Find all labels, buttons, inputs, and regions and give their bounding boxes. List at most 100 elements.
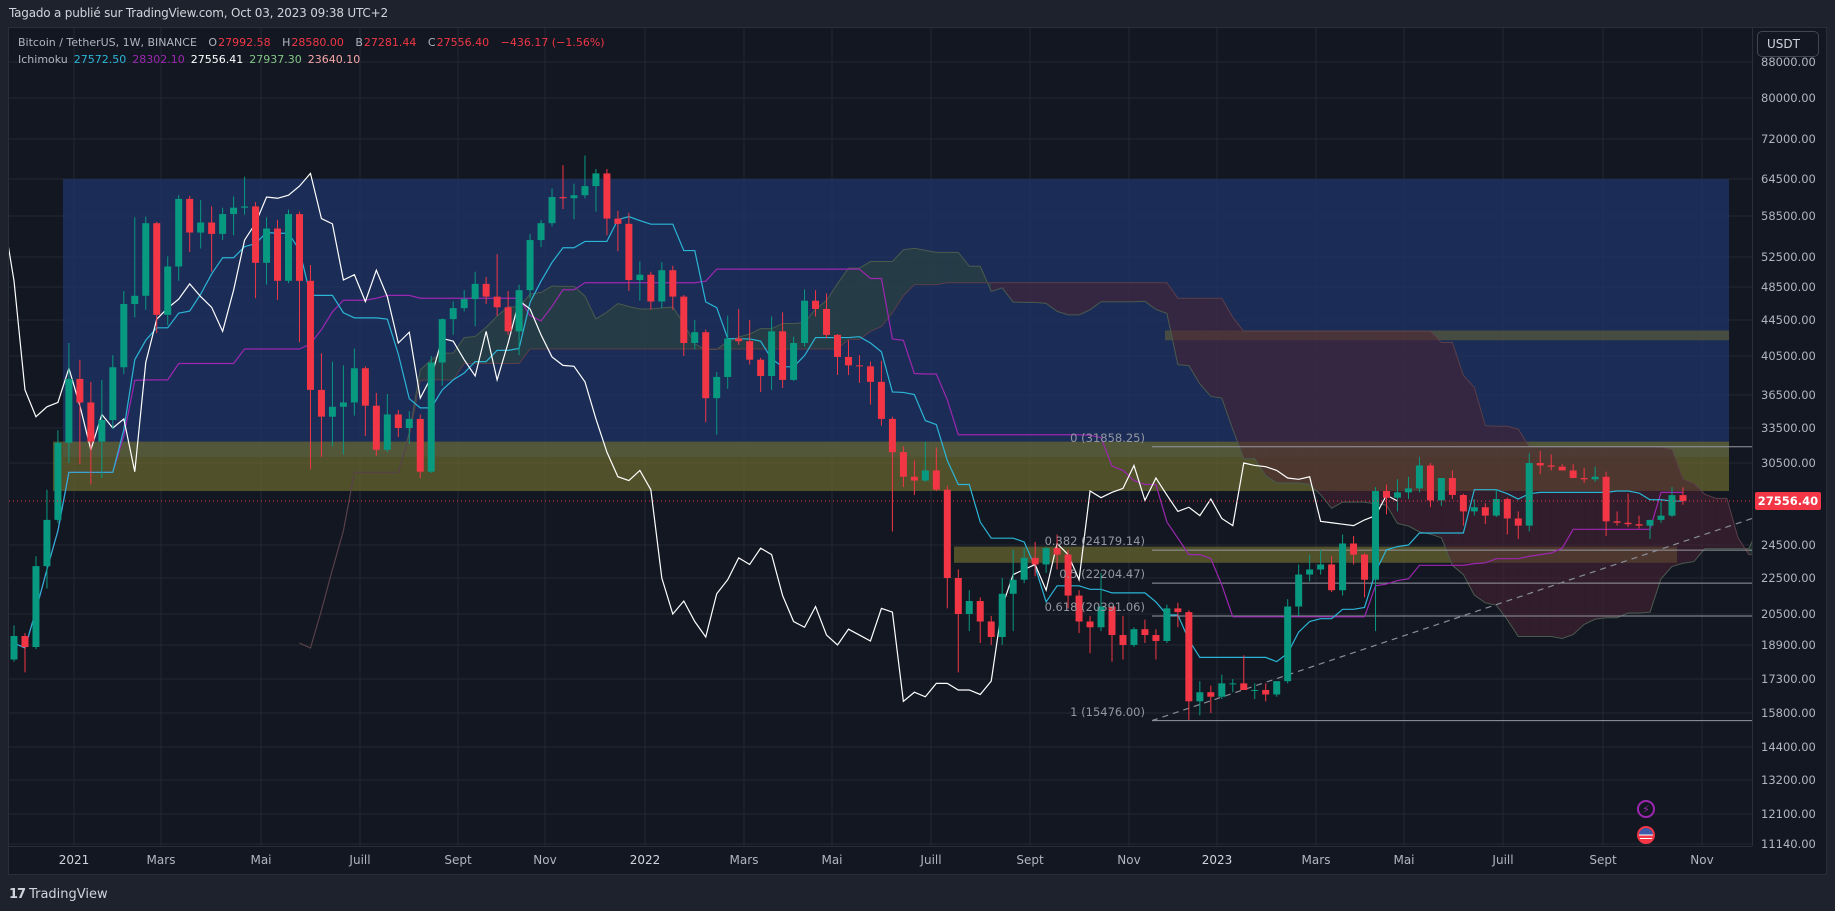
candle-body[interactable]: [416, 418, 424, 472]
candle-body[interactable]: [1328, 564, 1336, 591]
candle-body[interactable]: [153, 223, 161, 315]
candle-body[interactable]: [1185, 612, 1193, 702]
candle-body[interactable]: [1361, 554, 1369, 580]
candle-body[interactable]: [1426, 465, 1434, 501]
candle-body[interactable]: [1086, 621, 1094, 628]
candle-body[interactable]: [32, 566, 40, 648]
candle-body[interactable]: [186, 198, 194, 233]
symbol-name[interactable]: Bitcoin / TetherUS, 1W, BINANCE: [18, 36, 197, 49]
candle-body[interactable]: [1459, 495, 1467, 512]
candle-body[interactable]: [1284, 606, 1292, 682]
candle-body[interactable]: [1646, 519, 1654, 526]
candle-body[interactable]: [812, 300, 820, 309]
candle-body[interactable]: [361, 368, 369, 406]
candle-body[interactable]: [142, 223, 150, 296]
price-chart[interactable]: [9, 28, 1752, 846]
candle-body[interactable]: [427, 362, 435, 472]
candle-body[interactable]: [680, 296, 688, 344]
candle-body[interactable]: [21, 636, 29, 648]
candle-body[interactable]: [1097, 606, 1105, 628]
candle-body[interactable]: [252, 206, 260, 263]
candle-body[interactable]: [1536, 463, 1544, 466]
candle-body[interactable]: [1613, 521, 1621, 523]
candle-body[interactable]: [1042, 548, 1050, 565]
candle-body[interactable]: [954, 578, 962, 614]
candle-body[interactable]: [691, 332, 699, 344]
candle-body[interactable]: [405, 418, 413, 428]
candle-body[interactable]: [1591, 476, 1599, 480]
candle-body[interactable]: [625, 223, 633, 281]
candle-body[interactable]: [757, 359, 765, 376]
candle-body[interactable]: [669, 270, 677, 297]
candle-body[interactable]: [1602, 476, 1610, 522]
candle-body[interactable]: [1339, 543, 1347, 591]
indicator-name[interactable]: Ichimoku: [18, 53, 68, 66]
lightning-event-icon[interactable]: ⚡: [1637, 800, 1655, 818]
candle-body[interactable]: [1141, 629, 1149, 636]
candle-body[interactable]: [1492, 499, 1500, 516]
candle-body[interactable]: [339, 402, 347, 407]
candle-body[interactable]: [1317, 564, 1325, 570]
candle-body[interactable]: [537, 223, 545, 241]
candle-body[interactable]: [438, 319, 446, 363]
candle-body[interactable]: [10, 636, 18, 660]
candle-body[interactable]: [1064, 554, 1072, 596]
candle-body[interactable]: [559, 197, 567, 199]
currency-button[interactable]: USDT: [1757, 31, 1819, 57]
candle-body[interactable]: [1547, 465, 1555, 467]
candle-body[interactable]: [1262, 689, 1270, 695]
candle-body[interactable]: [1119, 635, 1127, 645]
candle-body[interactable]: [1558, 466, 1566, 471]
candle-body[interactable]: [1130, 629, 1138, 645]
candle-body[interactable]: [1196, 692, 1204, 702]
candle-body[interactable]: [1580, 478, 1588, 480]
candle-body[interactable]: [1514, 518, 1522, 526]
candle-body[interactable]: [998, 593, 1006, 638]
candle-body[interactable]: [482, 283, 490, 297]
candle-body[interactable]: [1481, 507, 1489, 516]
candle-body[interactable]: [383, 414, 391, 450]
candle-body[interactable]: [515, 290, 523, 332]
candle-body[interactable]: [647, 274, 655, 302]
candle-body[interactable]: [570, 195, 578, 199]
candle-body[interactable]: [43, 519, 51, 567]
candle-body[interactable]: [317, 389, 325, 417]
candle-body[interactable]: [1031, 557, 1039, 565]
candle-body[interactable]: [1448, 478, 1456, 496]
candle-body[interactable]: [1393, 492, 1401, 498]
candle-body[interactable]: [1240, 683, 1248, 690]
candle-body[interactable]: [230, 207, 238, 215]
candle-body[interactable]: [1218, 683, 1226, 697]
candle-body[interactable]: [899, 452, 907, 477]
candle-body[interactable]: [1569, 470, 1577, 479]
candle-body[interactable]: [449, 308, 457, 320]
candle-body[interactable]: [592, 173, 600, 187]
candle-body[interactable]: [1350, 543, 1358, 555]
candle-body[interactable]: [603, 173, 611, 219]
candle-body[interactable]: [131, 295, 139, 304]
candle-body[interactable]: [285, 214, 292, 281]
candle-body[interactable]: [76, 378, 84, 403]
candle-body[interactable]: [581, 186, 589, 196]
candle-body[interactable]: [197, 222, 205, 233]
candle-body[interactable]: [965, 601, 973, 614]
candle-body[interactable]: [779, 331, 787, 380]
candle-body[interactable]: [1174, 608, 1182, 613]
candle-body[interactable]: [350, 368, 358, 403]
candle-body[interactable]: [219, 214, 227, 234]
candle-body[interactable]: [1372, 491, 1380, 580]
candle-body[interactable]: [295, 214, 303, 281]
candle-body[interactable]: [855, 365, 863, 367]
candle-body[interactable]: [394, 414, 402, 428]
candle-body[interactable]: [548, 197, 556, 224]
candle-body[interactable]: [834, 334, 841, 357]
candle-body[interactable]: [54, 442, 62, 520]
chart-pane[interactable]: 0 (31858.25) 0.382 (24179.14) 0.5 (22204.4…: [9, 28, 1752, 846]
candle-body[interactable]: [1163, 608, 1171, 641]
candle-body[interactable]: [1207, 692, 1215, 697]
candle-body[interactable]: [801, 300, 809, 344]
candle-body[interactable]: [1306, 569, 1314, 575]
candle-body[interactable]: [504, 307, 512, 332]
candle-body[interactable]: [1053, 548, 1061, 555]
candle-body[interactable]: [658, 270, 666, 302]
